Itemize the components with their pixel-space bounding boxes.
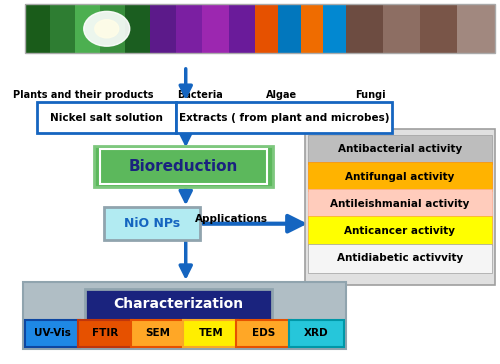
FancyBboxPatch shape <box>420 4 458 53</box>
FancyBboxPatch shape <box>78 320 133 347</box>
Text: Nickel salt solution: Nickel salt solution <box>50 112 163 123</box>
FancyBboxPatch shape <box>176 102 392 133</box>
FancyBboxPatch shape <box>255 4 278 53</box>
FancyBboxPatch shape <box>308 135 492 164</box>
Text: Plants and their products: Plants and their products <box>12 90 153 99</box>
Text: Bacteria: Bacteria <box>177 90 223 99</box>
FancyBboxPatch shape <box>38 102 176 133</box>
FancyBboxPatch shape <box>104 207 200 240</box>
FancyBboxPatch shape <box>26 4 50 53</box>
Text: Antifungal activity: Antifungal activity <box>346 171 455 182</box>
FancyBboxPatch shape <box>50 4 76 53</box>
Text: Fungi: Fungi <box>354 90 386 99</box>
Text: Anticancer activity: Anticancer activity <box>344 226 456 236</box>
Text: Characterization: Characterization <box>114 297 244 311</box>
Text: Extracts ( from plant and microbes): Extracts ( from plant and microbes) <box>178 112 389 123</box>
Circle shape <box>95 20 118 38</box>
Text: FTIR: FTIR <box>92 328 118 339</box>
Text: XRD: XRD <box>304 328 328 339</box>
FancyBboxPatch shape <box>236 320 291 347</box>
FancyBboxPatch shape <box>125 4 150 53</box>
FancyBboxPatch shape <box>383 4 421 53</box>
Text: Antidiabetic activvity: Antidiabetic activvity <box>337 253 463 263</box>
FancyBboxPatch shape <box>184 320 238 347</box>
Text: EDS: EDS <box>252 328 275 339</box>
Text: Algae: Algae <box>266 90 297 99</box>
Text: SEM: SEM <box>146 328 171 339</box>
FancyBboxPatch shape <box>346 4 384 53</box>
Text: Bioreduction: Bioreduction <box>128 159 238 174</box>
FancyBboxPatch shape <box>308 162 492 191</box>
FancyBboxPatch shape <box>85 289 272 320</box>
FancyBboxPatch shape <box>100 4 126 53</box>
Circle shape <box>84 11 130 46</box>
FancyBboxPatch shape <box>100 149 267 184</box>
FancyBboxPatch shape <box>308 217 492 245</box>
FancyBboxPatch shape <box>75 4 100 53</box>
FancyBboxPatch shape <box>300 4 324 53</box>
FancyBboxPatch shape <box>176 4 203 53</box>
FancyBboxPatch shape <box>308 189 492 218</box>
Text: Applications: Applications <box>194 214 268 224</box>
FancyBboxPatch shape <box>306 130 494 285</box>
FancyBboxPatch shape <box>308 244 492 273</box>
FancyBboxPatch shape <box>202 4 230 53</box>
Text: TEM: TEM <box>198 328 223 339</box>
Text: NiO NPs: NiO NPs <box>124 217 180 230</box>
FancyBboxPatch shape <box>288 320 344 347</box>
FancyBboxPatch shape <box>94 146 273 187</box>
FancyBboxPatch shape <box>23 282 346 349</box>
Text: UV-Vis: UV-Vis <box>34 328 72 339</box>
FancyBboxPatch shape <box>130 320 186 347</box>
Text: Antibacterial activity: Antibacterial activity <box>338 145 462 154</box>
FancyBboxPatch shape <box>458 4 495 53</box>
FancyBboxPatch shape <box>150 4 176 53</box>
FancyBboxPatch shape <box>26 320 80 347</box>
FancyBboxPatch shape <box>324 4 346 53</box>
FancyBboxPatch shape <box>229 4 256 53</box>
Text: Antileishmanial activity: Antileishmanial activity <box>330 199 469 209</box>
FancyBboxPatch shape <box>278 4 301 53</box>
